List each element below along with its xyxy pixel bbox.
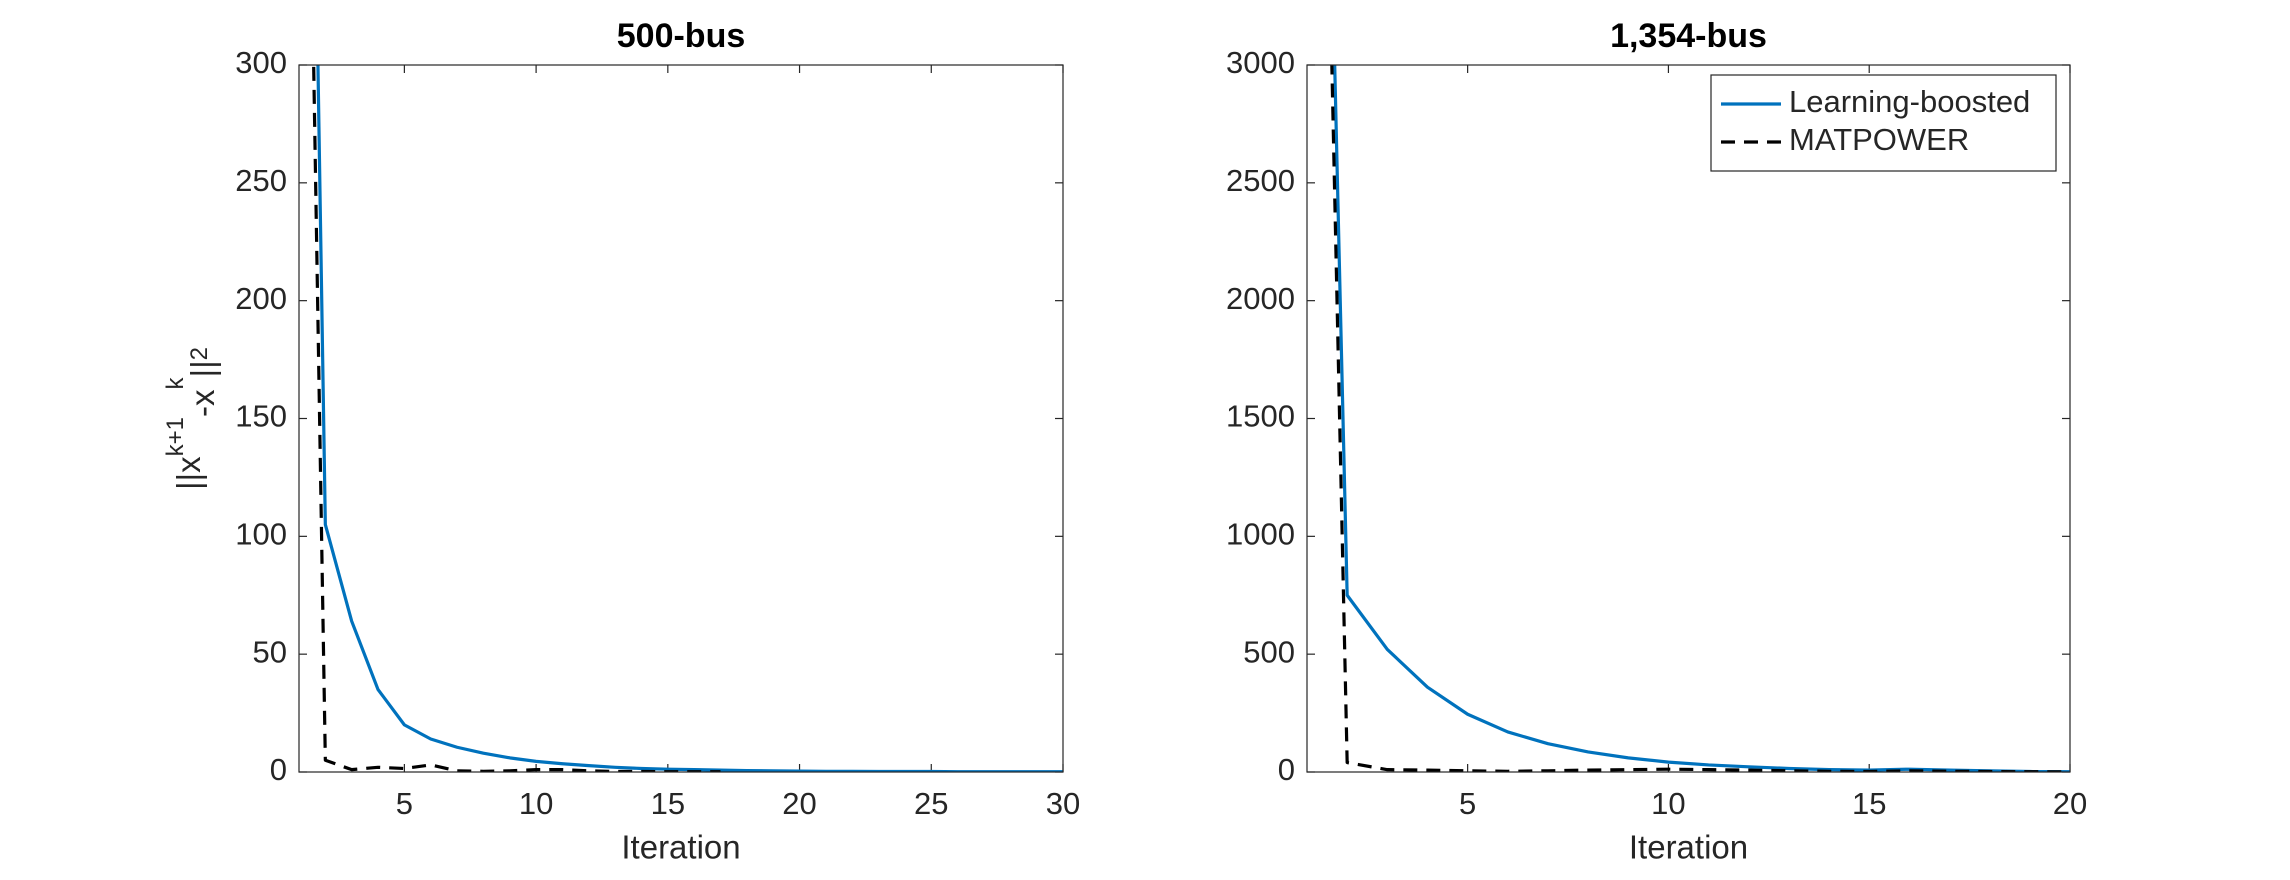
y-tick-label: 200 — [235, 281, 287, 316]
y-tick-label: 0 — [270, 752, 287, 787]
x-tick-label: 5 — [1459, 786, 1476, 821]
y-axis-label-part: -x — [184, 389, 221, 417]
y-axis-label-part: 2 — [186, 347, 213, 360]
y-tick-label: 150 — [235, 399, 287, 434]
y-axis-label-part: k+1 — [162, 417, 189, 456]
axes: 5 10 15 20 25 30050100150200250300500-busIter… — [162, 17, 1080, 866]
y-tick-label: 2000 — [1226, 281, 1295, 316]
axes-box — [1306, 64, 2071, 773]
chart-title: 500-bus — [617, 17, 746, 55]
x-tick-label: 15 — [651, 786, 685, 821]
y-tick-label: 500 — [1243, 634, 1295, 669]
y-tick-label: 3000 — [1226, 45, 1295, 80]
x-tick-label: 20 — [782, 786, 816, 821]
series-line — [1330, 65, 2070, 772]
plot-area — [299, 65, 1063, 772]
plot-area — [1307, 65, 2070, 772]
x-tick-label: 5 — [396, 786, 413, 821]
x-tick-label: 15 — [1852, 786, 1886, 821]
y-tick-label: 2500 — [1226, 163, 1295, 198]
axes: 5 10 15 20 0 500 1000 1500 2000 2500 3000 1,354-bus… — [1226, 17, 2087, 866]
y-axis-label: ||xk+1-xk||2 — [162, 347, 220, 490]
chart-title: 1,354-bus — [1610, 17, 1767, 55]
x-axis-label: Iteration — [1629, 829, 1748, 866]
legend-label: MATPOWER — [1789, 122, 1969, 157]
x-tick-label: 30 — [1046, 786, 1080, 821]
x-tick-label: 25 — [914, 786, 948, 821]
x-tick-label: 20 — [2053, 786, 2087, 821]
legend-label: Learning-boosted — [1789, 84, 2030, 119]
x-axis-label: Iteration — [621, 829, 740, 866]
y-tick-label: 100 — [235, 517, 287, 552]
y-tick-label: 250 — [235, 163, 287, 198]
x-tick-label: 10 — [1651, 786, 1685, 821]
y-tick-label: 1500 — [1226, 399, 1295, 434]
legend-box — [1710, 74, 2057, 172]
x-tick-label: 10 — [519, 786, 553, 821]
axes-box — [298, 64, 1064, 773]
y-tick-label: 1000 — [1226, 517, 1295, 552]
y-axis-label-part: || — [184, 360, 221, 377]
plot-lines — [1330, 65, 2070, 772]
y-tick-label: 50 — [253, 634, 287, 669]
y-tick-label: 0 — [1278, 752, 1295, 787]
y-axis-label-part: ||x — [170, 456, 207, 490]
y-tick-label: 300 — [235, 45, 287, 80]
y-axis-label-part: k — [162, 376, 189, 389]
